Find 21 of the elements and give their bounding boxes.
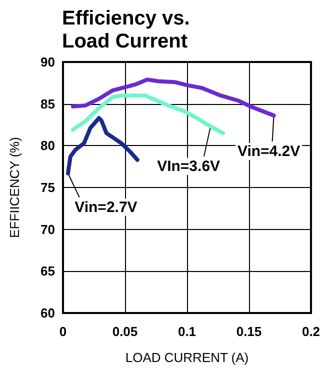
y-tick-label: 70	[40, 222, 55, 237]
y-tick-label: 85	[40, 96, 55, 112]
x-tick-label: 0	[59, 324, 67, 339]
chart-title: Efficiency vs. Load Current	[62, 8, 190, 52]
y-tick-label: 60	[40, 306, 55, 320]
x-tick-label: 0.1	[178, 324, 196, 339]
series-label: Vin=2.7V	[74, 198, 138, 216]
y-axis-title: EFFIICENCY (%)	[7, 137, 22, 238]
y-tick-label: 65	[40, 264, 55, 279]
line-series	[70, 78, 276, 118]
y-tick-label: 75	[40, 180, 55, 195]
x-tick-label: 0.15	[236, 324, 262, 339]
series-label: VIn=3.6V	[157, 158, 220, 175]
y-tick-label: 80	[40, 138, 55, 154]
y-tick-label: 90	[40, 54, 55, 70]
line-series	[66, 116, 140, 176]
x-tick-label: 0.05	[112, 324, 138, 339]
x-axis-title: LOAD CURRENT (A)	[125, 350, 249, 365]
text: Vin=4.2V	[237, 143, 300, 160]
line-series	[70, 93, 225, 136]
x-tick-label: 0.2	[302, 324, 320, 339]
